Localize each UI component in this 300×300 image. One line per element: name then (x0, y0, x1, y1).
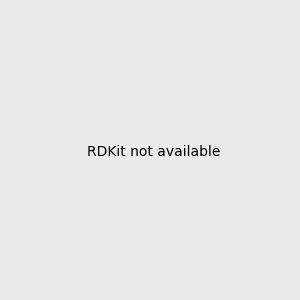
Text: RDKit not available: RDKit not available (87, 145, 220, 158)
